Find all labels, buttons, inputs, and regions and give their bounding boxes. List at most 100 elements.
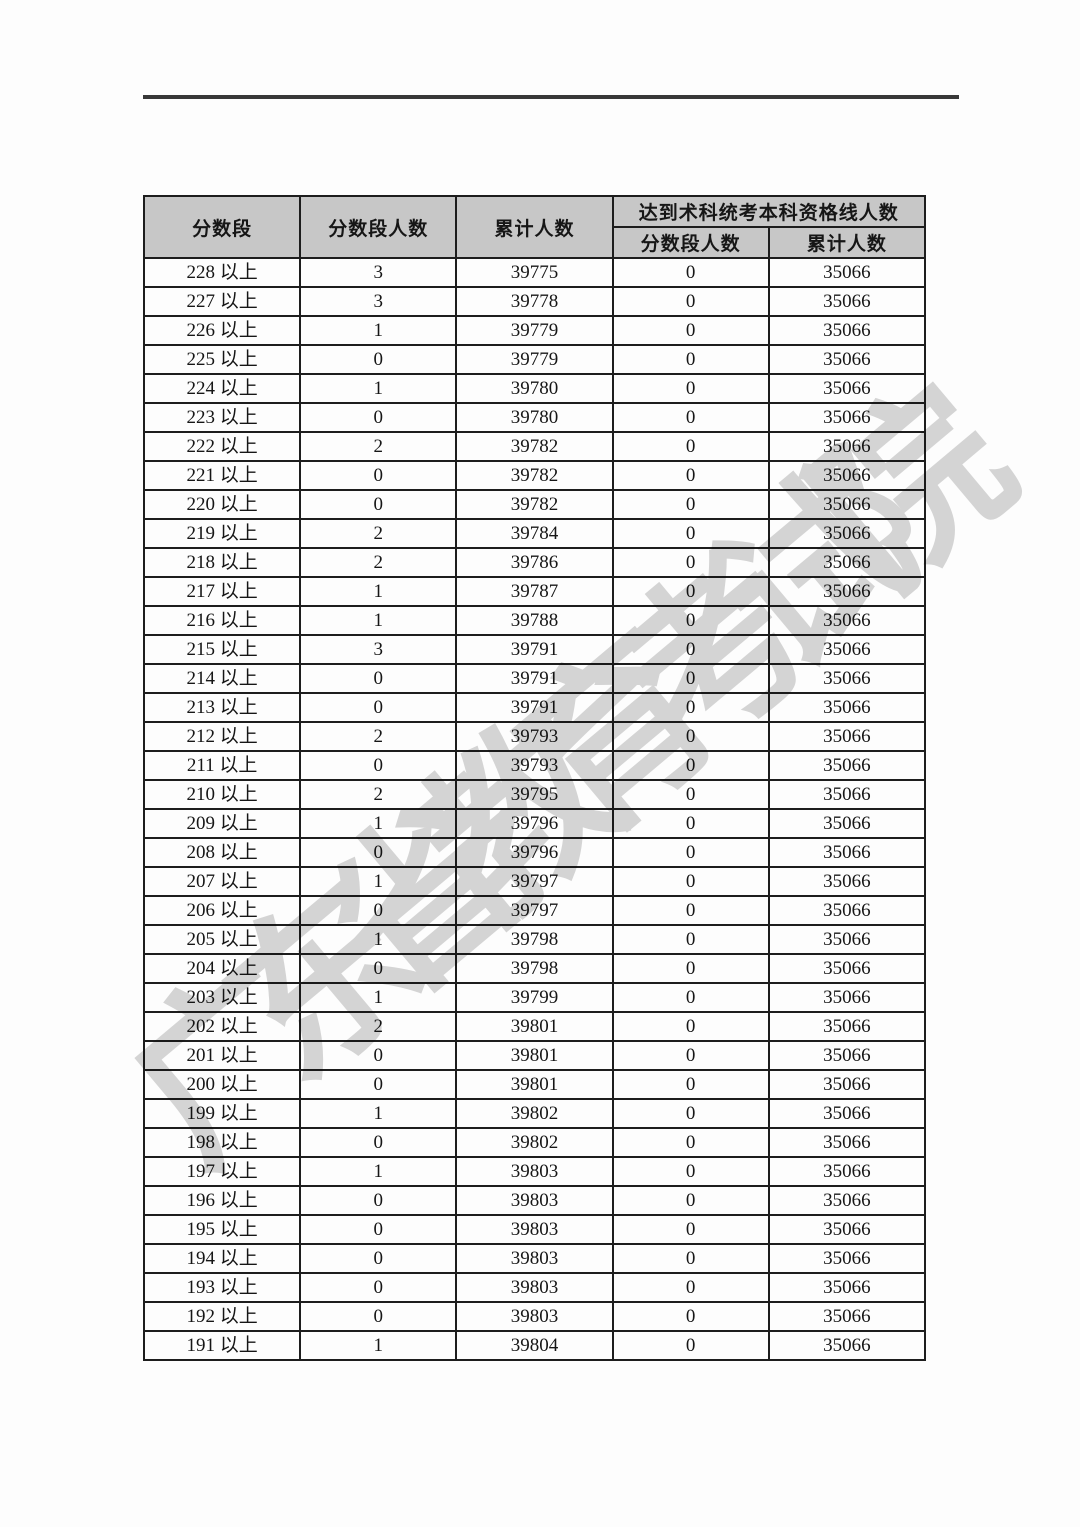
table-header-row-1: 分数段 分数段人数 累计人数 达到术科统考本科资格线人数	[142, 195, 927, 259]
cell-qualified-seg-count: 0	[611, 634, 770, 665]
cell-seg-count: 1	[299, 808, 458, 839]
cell-qualified-seg-count: 0	[611, 808, 770, 839]
cell-cumulative: 39796	[455, 808, 614, 839]
cell-seg-count: 0	[299, 1185, 458, 1216]
cell-qualified-seg-count: 0	[611, 1011, 770, 1042]
page-top-rule	[143, 95, 959, 99]
cell-score-range: 210 以上	[142, 779, 302, 810]
cell-qualified-cumulative: 35066	[767, 837, 927, 868]
cell-qualified-seg-count: 0	[611, 1301, 770, 1332]
cell-qualified-cumulative: 35066	[767, 373, 927, 404]
cell-seg-count: 1	[299, 866, 458, 897]
cell-seg-count: 0	[299, 953, 458, 984]
cell-score-range: 203 以上	[142, 982, 302, 1013]
cell-cumulative: 39787	[455, 576, 614, 607]
cell-cumulative: 39803	[455, 1272, 614, 1303]
table-row: 219 以上 2 39784 0 35066	[142, 518, 927, 549]
cell-seg-count: 0	[299, 460, 458, 491]
table-row: 221 以上 0 39782 0 35066	[142, 460, 927, 491]
cell-score-range: 218 以上	[142, 547, 302, 578]
cell-qualified-cumulative: 35066	[767, 1156, 927, 1187]
cell-score-range: 193 以上	[142, 1272, 302, 1303]
cell-qualified-seg-count: 0	[611, 1214, 770, 1245]
cell-seg-count: 3	[299, 286, 458, 317]
cell-seg-count: 1	[299, 605, 458, 636]
cell-qualified-cumulative: 35066	[767, 286, 927, 317]
table-row: 225 以上 0 39779 0 35066	[142, 344, 927, 375]
cell-score-range: 209 以上	[142, 808, 302, 839]
cell-qualified-cumulative: 35066	[767, 460, 927, 491]
cell-score-range: 197 以上	[142, 1156, 302, 1187]
cell-qualified-seg-count: 0	[611, 1156, 770, 1187]
table-row: 202 以上 2 39801 0 35066	[142, 1011, 927, 1042]
col-header-cumulative: 累计人数	[455, 195, 614, 259]
cell-qualified-cumulative: 35066	[767, 1272, 927, 1303]
cell-cumulative: 39791	[455, 634, 614, 665]
cell-qualified-seg-count: 0	[611, 1127, 770, 1158]
table-row: 213 以上 0 39791 0 35066	[142, 692, 927, 723]
table-row: 223 以上 0 39780 0 35066	[142, 402, 927, 433]
cell-score-range: 204 以上	[142, 953, 302, 984]
cell-qualified-cumulative: 35066	[767, 431, 927, 462]
cell-qualified-cumulative: 35066	[767, 1127, 927, 1158]
cell-qualified-seg-count: 0	[611, 1243, 770, 1274]
cell-cumulative: 39802	[455, 1127, 614, 1158]
cell-seg-count: 0	[299, 1214, 458, 1245]
cell-qualified-seg-count: 0	[611, 953, 770, 984]
table-row: 220 以上 0 39782 0 35066	[142, 489, 927, 520]
col-header-score-range: 分数段	[142, 195, 302, 259]
cell-cumulative: 39802	[455, 1098, 614, 1129]
cell-cumulative: 39803	[455, 1156, 614, 1187]
cell-seg-count: 0	[299, 1040, 458, 1071]
cell-qualified-cumulative: 35066	[767, 924, 927, 955]
cell-qualified-cumulative: 35066	[767, 634, 927, 665]
cell-qualified-seg-count: 0	[611, 692, 770, 723]
table-row: 212 以上 2 39793 0 35066	[142, 721, 927, 752]
cell-cumulative: 39782	[455, 460, 614, 491]
cell-qualified-cumulative: 35066	[767, 808, 927, 839]
cell-cumulative: 39797	[455, 866, 614, 897]
cell-seg-count: 0	[299, 837, 458, 868]
cell-cumulative: 39793	[455, 750, 614, 781]
cell-cumulative: 39803	[455, 1301, 614, 1332]
table-row: 224 以上 1 39780 0 35066	[142, 373, 927, 404]
cell-cumulative: 39801	[455, 1011, 614, 1042]
cell-cumulative: 39804	[455, 1330, 614, 1361]
cell-seg-count: 0	[299, 663, 458, 694]
cell-score-range: 219 以上	[142, 518, 302, 549]
cell-score-range: 227 以上	[142, 286, 302, 317]
cell-seg-count: 0	[299, 344, 458, 375]
cell-qualified-seg-count: 0	[611, 1098, 770, 1129]
cell-cumulative: 39775	[455, 257, 614, 288]
cell-seg-count: 2	[299, 547, 458, 578]
cell-qualified-seg-count: 0	[611, 1040, 770, 1071]
cell-qualified-seg-count: 0	[611, 547, 770, 578]
cell-cumulative: 39803	[455, 1214, 614, 1245]
cell-cumulative: 39797	[455, 895, 614, 926]
cell-qualified-cumulative: 35066	[767, 750, 927, 781]
table-row: 198 以上 0 39802 0 35066	[142, 1127, 927, 1158]
cell-seg-count: 1	[299, 1098, 458, 1129]
cell-score-range: 200 以上	[142, 1069, 302, 1100]
cell-seg-count: 0	[299, 895, 458, 926]
cell-score-range: 199 以上	[142, 1098, 302, 1129]
table-row: 193 以上 0 39803 0 35066	[142, 1272, 927, 1303]
cell-cumulative: 39778	[455, 286, 614, 317]
cell-seg-count: 3	[299, 634, 458, 665]
cell-qualified-seg-count: 0	[611, 576, 770, 607]
cell-score-range: 196 以上	[142, 1185, 302, 1216]
score-distribution-table: 分数段 分数段人数 累计人数 达到术科统考本科资格线人数 分数段人数 累计人数 …	[142, 195, 927, 1361]
table-row: 199 以上 1 39802 0 35066	[142, 1098, 927, 1129]
cell-cumulative: 39788	[455, 605, 614, 636]
cell-seg-count: 1	[299, 1330, 458, 1361]
table-body: 228 以上 3 39775 0 35066 227 以上 3 39778 0 …	[142, 257, 927, 1361]
cell-cumulative: 39798	[455, 953, 614, 984]
cell-score-range: 223 以上	[142, 402, 302, 433]
cell-cumulative: 39782	[455, 431, 614, 462]
table-row: 204 以上 0 39798 0 35066	[142, 953, 927, 984]
cell-qualified-seg-count: 0	[611, 257, 770, 288]
cell-score-range: 205 以上	[142, 924, 302, 955]
cell-cumulative: 39791	[455, 663, 614, 694]
cell-qualified-seg-count: 0	[611, 982, 770, 1013]
table-row: 200 以上 0 39801 0 35066	[142, 1069, 927, 1100]
